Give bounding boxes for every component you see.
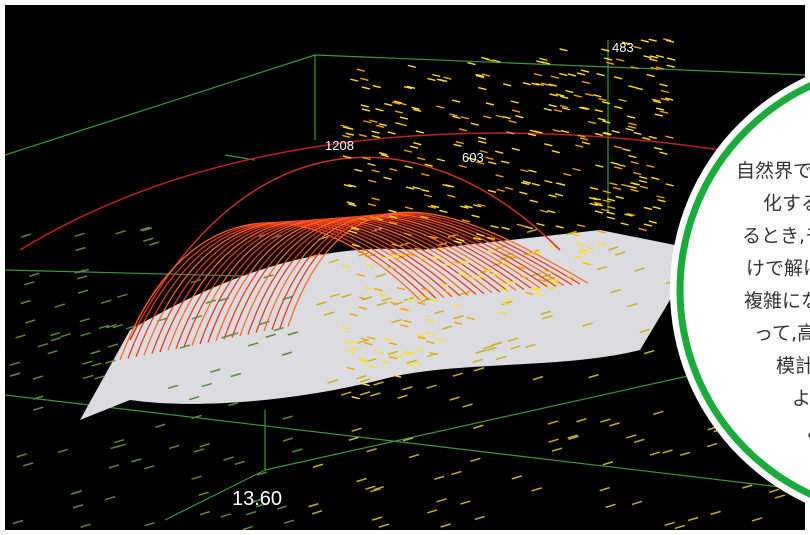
callout-line: 化するこ <box>763 193 810 215</box>
axis-label: 603 <box>462 150 484 165</box>
callout-line: よる <box>806 420 810 442</box>
axis-label: 483 <box>612 40 634 55</box>
callout-line: よる計 <box>792 388 810 410</box>
axis-label: 1208 <box>325 138 354 153</box>
callout-line: けで解け <box>746 258 810 280</box>
callout-line: 模計算に <box>776 355 810 377</box>
callout-line: 自然界で <box>736 160 810 182</box>
callout-line: って,高性 <box>754 323 810 345</box>
callout-line: るとき,モ <box>742 225 810 247</box>
screenshot: 483 1208 603 13.60 自然界で化するこるとき,モけで解け複雑にな… <box>0 0 810 535</box>
axis-label: 13.60 <box>232 488 282 510</box>
callout-line: 複雑にな <box>744 290 810 312</box>
